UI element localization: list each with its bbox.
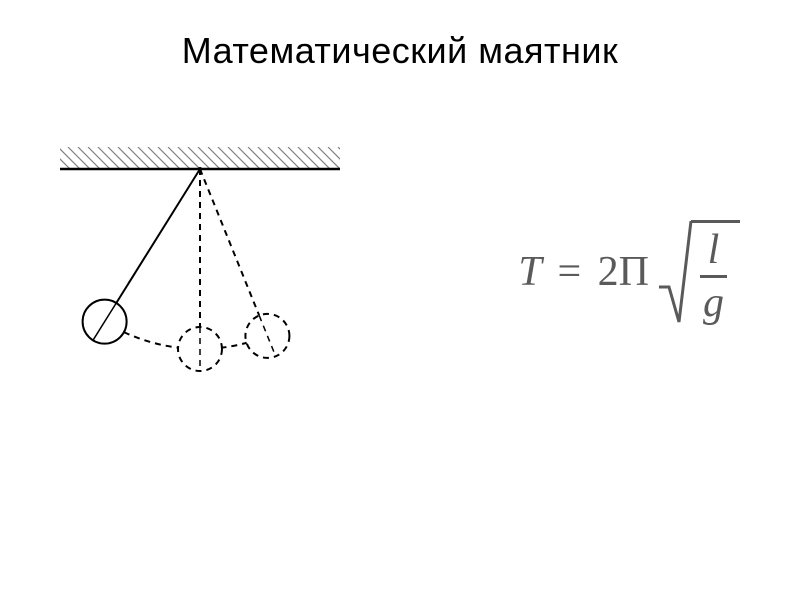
formula-lhs: T = 2Π [518,248,649,296]
content-area: T = 2Π l g [0,72,800,412]
formula-fraction: l g [691,220,740,326]
pendulum-svg [40,132,360,412]
sqrt-radical-icon [657,217,693,327]
page-title: Математический маятник [0,0,800,72]
formula-coef: 2Π [598,249,649,295]
formula-numerator: l [700,227,728,278]
formula-T: T [518,249,541,295]
formula-denominator: g [695,278,732,326]
formula: T = 2Π l g [518,217,740,327]
formula-equals: = [557,249,581,295]
formula-sqrt: l g [657,217,740,327]
pendulum-diagram [40,132,360,412]
